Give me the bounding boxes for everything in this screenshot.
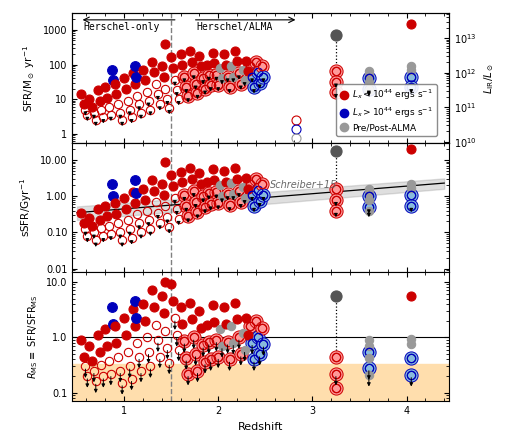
Text: Herschel/ALMA: Herschel/ALMA [197,22,273,33]
Text: Herschel-only: Herschel-only [84,22,160,33]
Legend: $L_x<10^{44}$ ergs s$^{-1}$, $L_x>10^{44}$ ergs s$^{-1}$, Pre/Post-ALMA: $L_x<10^{44}$ ergs s$^{-1}$, $L_x>10^{44… [336,84,437,136]
X-axis label: Redshift: Redshift [238,422,283,432]
Y-axis label: sSFR/Gyr$^{-1}$: sSFR/Gyr$^{-1}$ [19,178,35,237]
Y-axis label: $L_{\rm IR}/L_\odot$: $L_{\rm IR}/L_\odot$ [482,62,496,94]
Text: Schreiber+15: Schreiber+15 [270,180,337,190]
Y-axis label: SFR/M$_\odot$ yr$^{-1}$: SFR/M$_\odot$ yr$^{-1}$ [22,44,37,112]
Y-axis label: $R_{\rm MS}\equiv$ SFR/SFR$_{\rm MS}$: $R_{\rm MS}\equiv$ SFR/SFR$_{\rm MS}$ [27,294,40,379]
Bar [72,364,449,401]
